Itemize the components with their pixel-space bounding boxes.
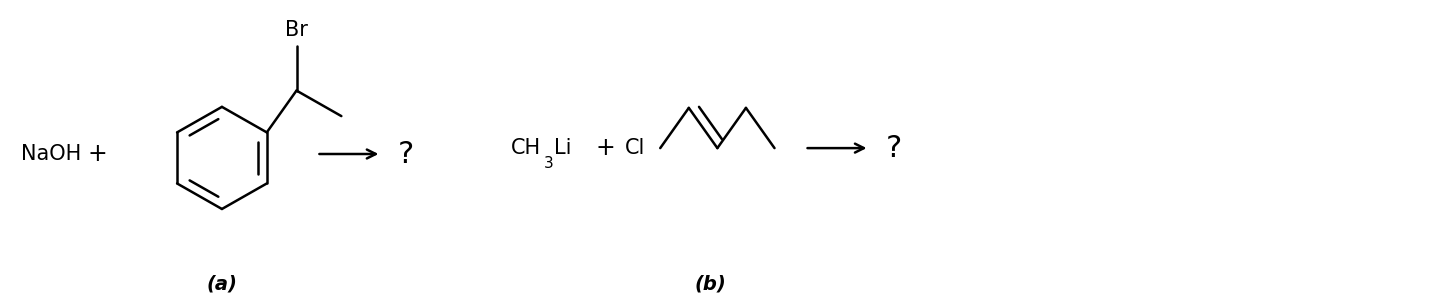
Text: 3: 3 — [544, 156, 553, 171]
Text: (b): (b) — [695, 274, 726, 293]
Text: Cl: Cl — [625, 138, 645, 158]
Text: (a): (a) — [206, 274, 237, 293]
Text: +: + — [88, 142, 107, 166]
Text: Li: Li — [553, 138, 572, 158]
Text: CH: CH — [511, 138, 542, 158]
Text: ?: ? — [399, 140, 414, 168]
Text: NaOH: NaOH — [20, 144, 81, 164]
Text: +: + — [595, 136, 615, 160]
Text: ?: ? — [887, 134, 902, 163]
Text: Br: Br — [284, 21, 308, 40]
